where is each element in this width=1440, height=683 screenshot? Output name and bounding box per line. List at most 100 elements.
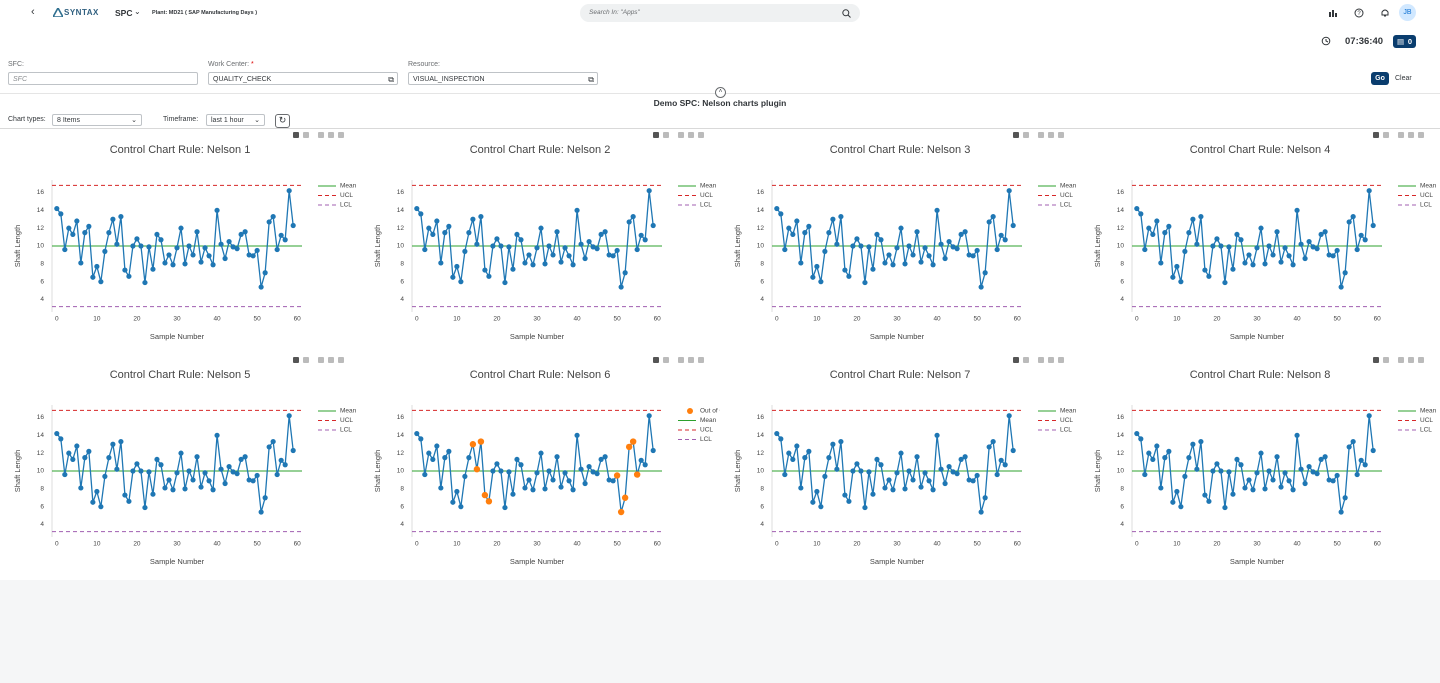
user-avatar[interactable]: JB [1399,4,1416,21]
data-point [1358,232,1364,238]
data-point [418,211,424,217]
modebar-zoom[interactable] [1013,357,1019,363]
modebar-zoom-in[interactable] [1398,357,1404,363]
modebar-zoom-out[interactable] [1048,357,1054,363]
data-point [494,236,500,242]
data-point [642,237,648,243]
data-point [974,472,980,479]
modebar-zoom-out[interactable] [688,357,694,363]
message-badge[interactable]: ▤ 0 [1393,35,1416,48]
modebar-reset[interactable] [698,357,704,363]
data-point [930,487,936,493]
modebar-reset[interactable] [698,132,704,138]
modebar-pan[interactable] [303,132,309,138]
data-point [202,470,208,476]
modebar-zoom[interactable] [653,357,659,363]
x-tick-label: 20 [853,316,861,323]
data-point [434,443,440,449]
y-tick-label: 16 [1117,189,1125,196]
data-point [1270,477,1276,483]
modebar-zoom-in[interactable] [1038,132,1044,138]
out-of-control-point [477,438,485,445]
data-point [274,246,280,253]
data-point [1138,211,1144,217]
data-point [94,263,100,270]
series-line [416,415,654,513]
data-point [950,469,956,475]
modebar-zoom-in[interactable] [678,132,684,138]
modebar-pan[interactable] [663,132,669,138]
data-point [894,245,900,251]
back-button[interactable]: ‹ [31,6,35,18]
refresh-button[interactable]: ↻ [275,114,290,128]
modebar-zoom-out[interactable] [1408,357,1414,363]
history-icon[interactable] [1321,36,1331,46]
modebar-zoom-in[interactable] [1398,132,1404,138]
work-center-input[interactable]: QUALITY_CHECK ⧉ [208,72,398,85]
modebar-zoom[interactable] [293,357,299,363]
modebar-pan[interactable] [1023,132,1029,138]
data-point [786,225,792,231]
modebar-pan[interactable] [663,357,669,363]
value-help-icon[interactable]: ⧉ [588,75,594,84]
data-point [254,247,260,254]
data-point [958,456,964,463]
data-point [1334,472,1340,479]
data-point [606,252,612,258]
search-box[interactable]: Search In: "Apps" [580,4,860,22]
modebar-zoom-out[interactable] [328,132,334,138]
modebar-zoom-out[interactable] [328,357,334,363]
modebar-zoom[interactable] [1373,357,1379,363]
modebar-zoom[interactable] [1013,132,1019,138]
data-point [1002,462,1008,468]
data-point [806,448,812,454]
legend-label: UCL [1420,192,1433,199]
data-point [1302,480,1308,487]
modebar-zoom[interactable] [653,132,659,138]
modebar-reset[interactable] [338,132,344,138]
value-help-icon[interactable]: ⧉ [388,75,394,84]
resource-input[interactable]: VISUAL_INSPECTION ⧉ [408,72,598,85]
data-point [226,463,232,470]
app-menu-arrow[interactable]: ⌄ [134,7,141,16]
search-icon[interactable] [842,9,851,18]
modebar-pan[interactable] [1383,132,1389,138]
timeframe-select[interactable]: last 1 hour ⌄ [206,114,265,126]
modebar-pan[interactable] [303,357,309,363]
modebar-zoom-out[interactable] [1048,132,1054,138]
modebar-zoom-in[interactable] [318,357,324,363]
data-point [894,470,900,476]
modebar-reset[interactable] [1418,132,1424,138]
go-button[interactable]: Go [1371,72,1389,85]
y-tick-label: 8 [760,261,764,268]
clear-button[interactable]: Clear [1395,75,1412,82]
modebar-reset[interactable] [1058,132,1064,138]
y-tick-label: 6 [760,503,764,510]
data-point [162,485,168,491]
modebar-reset[interactable] [1418,357,1424,363]
modebar-zoom[interactable] [293,132,299,138]
chart: Control Chart Rule: Nelson 1 4 6 8 10 12 14 16 0… [13,132,357,341]
chart-types-select[interactable]: 8 Items ⌄ [52,114,142,126]
sfc-input[interactable]: SFC [8,72,198,85]
data-point [526,477,532,483]
modebar-zoom-in[interactable] [1038,357,1044,363]
modebar-zoom-in[interactable] [678,357,684,363]
help-icon[interactable]: ? [1354,8,1364,18]
data-point [1170,499,1176,505]
modebar-pan[interactable] [1383,357,1389,363]
modebar-reset[interactable] [338,357,344,363]
modebar-pan[interactable] [1023,357,1029,363]
apps-icon[interactable] [1328,8,1338,18]
modebar-zoom-in[interactable] [318,132,324,138]
modebar-reset[interactable] [1058,357,1064,363]
modebar-zoom[interactable] [1373,132,1379,138]
collapse-button[interactable]: ˄ [715,87,726,98]
data-point [282,462,288,468]
modebar-zoom-out[interactable] [688,132,694,138]
app-title[interactable]: SPC [115,8,133,18]
modebar-zoom-out[interactable] [1408,132,1414,138]
data-point [426,450,432,456]
notifications-icon[interactable] [1380,8,1390,18]
data-point [1294,207,1300,213]
